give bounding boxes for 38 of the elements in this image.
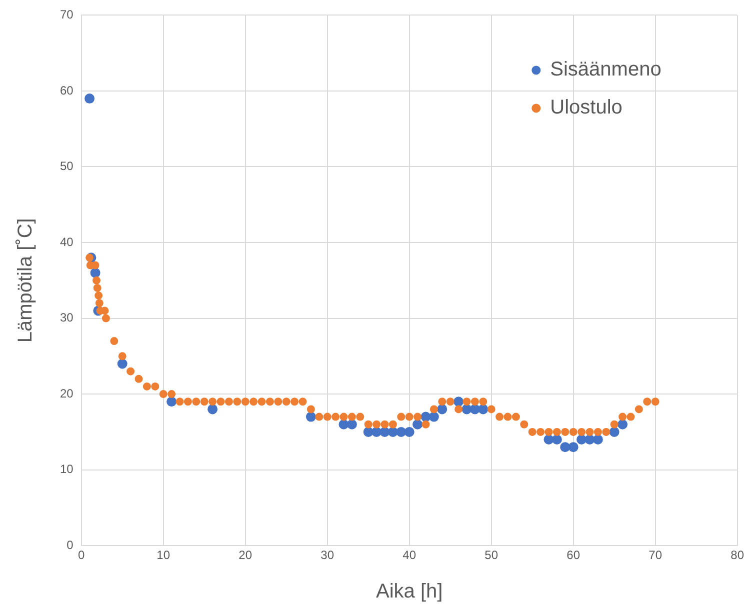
point bbox=[478, 404, 488, 414]
y-tick-label: 50 bbox=[60, 159, 74, 174]
y-tick-label: 20 bbox=[60, 386, 74, 400]
y-axis-title: Lämpötila [˚C] bbox=[14, 218, 37, 343]
point bbox=[609, 426, 620, 437]
x-tick-label: 70 bbox=[648, 548, 662, 562]
y-tick-label: 0 bbox=[66, 538, 74, 552]
x-axis-title: Aika [h] bbox=[376, 580, 443, 603]
legend-label: Ulostulo bbox=[550, 96, 622, 119]
y-tick-label: 10 bbox=[60, 462, 74, 476]
x-tick-label: 30 bbox=[320, 548, 334, 562]
point bbox=[592, 434, 603, 445]
point bbox=[568, 442, 578, 452]
y-tick-label: 40 bbox=[60, 234, 74, 249]
y-tick-label: 60 bbox=[60, 83, 74, 98]
point bbox=[346, 419, 357, 430]
point bbox=[166, 396, 177, 407]
point bbox=[454, 396, 464, 407]
point bbox=[117, 358, 128, 369]
point bbox=[396, 426, 406, 437]
point bbox=[208, 404, 218, 414]
point bbox=[306, 412, 316, 422]
x-tick-label: 40 bbox=[402, 548, 416, 562]
point bbox=[404, 426, 414, 437]
x-tick-label: 50 bbox=[484, 548, 498, 562]
y-tick-label: 30 bbox=[60, 310, 74, 325]
point bbox=[618, 419, 628, 430]
point bbox=[552, 434, 562, 445]
x-tick-label: 0 bbox=[78, 548, 86, 562]
legend-label: Sisäänmeno bbox=[550, 58, 662, 81]
x-tick-label: 60 bbox=[566, 548, 580, 562]
x-tick-label: 10 bbox=[156, 548, 170, 562]
point bbox=[428, 412, 439, 422]
point bbox=[412, 419, 423, 430]
point bbox=[84, 94, 95, 104]
x-tick-label: 20 bbox=[238, 548, 252, 562]
x-tick-label: 80 bbox=[730, 548, 744, 562]
y-tick-label: 70 bbox=[60, 8, 74, 22]
